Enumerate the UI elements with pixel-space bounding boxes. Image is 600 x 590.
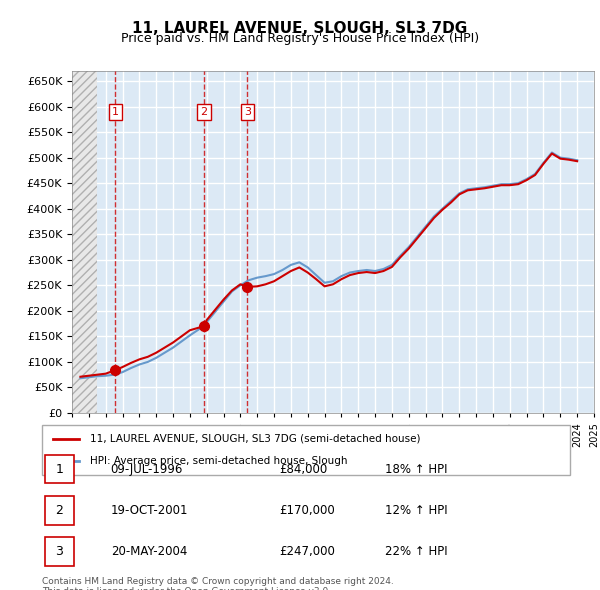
- FancyBboxPatch shape: [44, 537, 74, 566]
- Text: 2: 2: [200, 107, 208, 117]
- Text: 2: 2: [55, 504, 63, 517]
- Text: 09-JUL-1996: 09-JUL-1996: [110, 463, 183, 476]
- Text: 1: 1: [112, 107, 119, 117]
- Text: 22% ↑ HPI: 22% ↑ HPI: [385, 545, 448, 558]
- Text: 18% ↑ HPI: 18% ↑ HPI: [385, 463, 448, 476]
- Text: 11, LAUREL AVENUE, SLOUGH, SL3 7DG: 11, LAUREL AVENUE, SLOUGH, SL3 7DG: [133, 21, 467, 35]
- FancyBboxPatch shape: [44, 455, 74, 483]
- Text: £84,000: £84,000: [280, 463, 328, 476]
- Text: 3: 3: [55, 545, 63, 558]
- Text: HPI: Average price, semi-detached house, Slough: HPI: Average price, semi-detached house,…: [89, 456, 347, 466]
- Bar: [72, 71, 97, 413]
- Text: Contains HM Land Registry data © Crown copyright and database right 2024.
This d: Contains HM Land Registry data © Crown c…: [42, 577, 394, 590]
- FancyBboxPatch shape: [42, 425, 570, 475]
- Text: Price paid vs. HM Land Registry's House Price Index (HPI): Price paid vs. HM Land Registry's House …: [121, 32, 479, 45]
- Text: £170,000: £170,000: [280, 504, 335, 517]
- Text: 19-OCT-2001: 19-OCT-2001: [110, 504, 188, 517]
- Text: £247,000: £247,000: [280, 545, 335, 558]
- Text: 1: 1: [55, 463, 63, 476]
- Text: 3: 3: [244, 107, 251, 117]
- Text: 20-MAY-2004: 20-MAY-2004: [110, 545, 187, 558]
- FancyBboxPatch shape: [44, 496, 74, 525]
- Text: 12% ↑ HPI: 12% ↑ HPI: [385, 504, 448, 517]
- Text: 11, LAUREL AVENUE, SLOUGH, SL3 7DG (semi-detached house): 11, LAUREL AVENUE, SLOUGH, SL3 7DG (semi…: [89, 434, 420, 444]
